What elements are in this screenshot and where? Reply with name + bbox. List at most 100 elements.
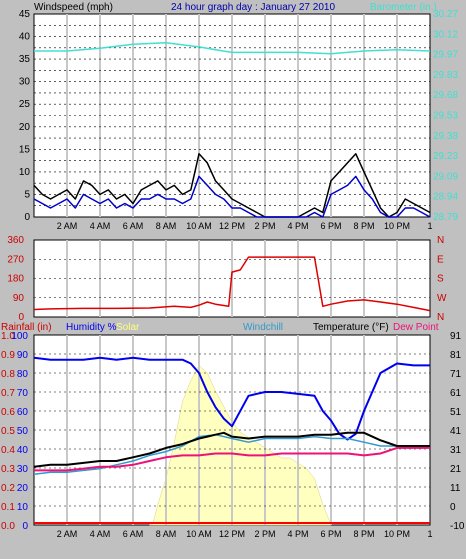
rain-y-tick: 1.0	[1, 331, 15, 342]
wind-y-tick: 25	[19, 99, 31, 110]
temperature-y-tick: 31	[450, 445, 462, 456]
temperature-x-tick: 10 PM	[384, 529, 410, 539]
temperature-x-tick: 4 AM	[90, 529, 111, 539]
temperature-x-tick: 6 PM	[320, 529, 341, 539]
temperature-line	[33, 431, 430, 468]
wind-y-tick: 0	[24, 212, 30, 223]
humidity-y-tick: 90	[17, 350, 29, 361]
barometer-y-tick: 28.79	[433, 212, 458, 223]
temperature-x-tick: 8 AM	[156, 529, 177, 539]
temperature-x-tick: 4 PM	[287, 529, 308, 539]
wind-direction-line	[33, 256, 431, 312]
solar-label: Solar	[116, 322, 140, 333]
windchill-line	[33, 433, 430, 475]
barometer-axis-title: Barometer (in.)	[370, 2, 437, 13]
temperature-y-tick: 51	[450, 407, 462, 418]
rain-y-tick: 0.8	[1, 369, 15, 380]
barometer-y-tick: 30.27	[433, 9, 458, 20]
wind-x-tick: 6 PM	[320, 221, 341, 231]
rain-y-tick: 0.2	[1, 483, 15, 494]
rain-y-tick: 0.4	[1, 445, 15, 456]
graph-title: 24 hour graph day : January 27 2010	[171, 2, 335, 13]
direction-y-tick: 360	[7, 235, 24, 246]
compass-tick: W	[437, 293, 447, 304]
barometer-y-tick: 29.68	[433, 90, 458, 101]
temperature-y-tick: 61	[450, 388, 462, 399]
wind-x-tick: 10 PM	[384, 221, 410, 231]
temperature-panel: 0.0 0 -100.1 10 00.2 20 110.3 30 210.4 40 310.5 50 4…	[1, 331, 465, 539]
compass-tick: N	[437, 312, 444, 323]
windchill-label: Windchill	[243, 322, 283, 333]
humidity-y-tick: 80	[17, 369, 29, 380]
humidity-y-tick: 40	[17, 445, 29, 456]
rain-y-tick: 0.5	[1, 426, 15, 437]
temperature-x-tick: 6 AM	[123, 529, 144, 539]
temperature-x-tick: 2 AM	[57, 529, 78, 539]
wind-x-tick: 6 AM	[123, 221, 144, 231]
temperature-y-tick: 81	[450, 350, 462, 361]
direction-y-tick: 270	[7, 254, 24, 265]
rain-y-tick: 0.7	[1, 388, 15, 399]
temperature-y-tick: 21	[450, 464, 462, 475]
humidity-y-tick: 60	[17, 407, 29, 418]
barometer-y-tick: 29.97	[433, 50, 458, 61]
temperature-y-tick: 41	[450, 426, 462, 437]
barometer-y-tick: 30.12	[433, 29, 458, 40]
barometer-y-tick: 28.94	[433, 192, 458, 203]
temperature-x-tick: 12 PM	[219, 529, 245, 539]
humidity-label: Humidity %	[66, 322, 117, 333]
dewpoint-line	[34, 446, 430, 472]
wind-y-tick: 30	[19, 77, 31, 88]
wind-average-line	[33, 175, 431, 218]
temperature-label: Temperature (°F)	[313, 322, 389, 333]
humidity-y-tick: 70	[17, 388, 29, 399]
wind-y-tick: 40	[19, 32, 31, 43]
rain-y-tick: 0.6	[1, 407, 15, 418]
wind-x-tick: 10 AM	[186, 221, 212, 231]
humidity-y-tick: 30	[17, 464, 29, 475]
wind-y-tick: 45	[19, 9, 31, 20]
rain-y-tick: 0.9	[1, 350, 15, 361]
temperature-x-tick: 10 AM	[186, 529, 212, 539]
humidity-y-tick: 100	[11, 331, 28, 342]
direction-y-tick: 0	[18, 312, 24, 323]
temperature-y-tick: 0	[450, 502, 456, 513]
temperature-y-tick: -10	[450, 521, 465, 532]
wind-x-tick: 2 PM	[254, 221, 275, 231]
direction-y-tick: 180	[7, 274, 24, 285]
solar-area	[149, 364, 332, 526]
wind-panel: 0 5 10 15 20 25 30 35 40 45 28.79 28.94 29.09 29.23 29…	[19, 9, 459, 231]
barometer-y-tick: 29.38	[433, 131, 458, 142]
wind-x-tick: 2 AM	[57, 221, 78, 231]
humidity-y-tick: 0	[22, 521, 28, 532]
temperature-x-tick: 1	[427, 529, 432, 539]
temperature-x-tick: 2 PM	[254, 529, 275, 539]
barometer-y-tick: 29.83	[433, 70, 458, 81]
temperature-y-tick: 91	[450, 331, 462, 342]
rainfall-label: Rainfall (in)	[1, 322, 52, 333]
compass-tick: E	[437, 254, 444, 265]
wind-y-tick: 35	[19, 54, 31, 65]
barometer-y-tick: 29.53	[433, 111, 458, 122]
wind-axis-title: Windspeed (mph)	[34, 2, 113, 13]
rain-y-tick: 0.3	[1, 464, 15, 475]
wind-x-tick: 4 AM	[90, 221, 111, 231]
wind-y-tick: 10	[19, 167, 31, 178]
wind-y-tick: 5	[24, 189, 30, 200]
temperature-y-tick: 11	[450, 483, 461, 494]
dewpoint-label: Dew Point	[393, 322, 439, 333]
wind-x-tick: 1	[427, 221, 432, 231]
wind-x-tick: 4 PM	[287, 221, 308, 231]
wind-y-tick: 20	[19, 122, 31, 133]
rain-y-tick: 0.0	[1, 521, 15, 532]
rain-y-tick: 0.1	[1, 502, 15, 513]
direction-y-tick: 90	[13, 293, 25, 304]
barometer-line	[34, 42, 431, 55]
temperature-x-tick: 8 PM	[353, 529, 374, 539]
temperature-y-tick: 71	[450, 369, 462, 380]
compass-tick: N	[437, 235, 444, 246]
compass-tick: S	[437, 274, 444, 285]
barometer-y-tick: 29.09	[433, 171, 458, 182]
